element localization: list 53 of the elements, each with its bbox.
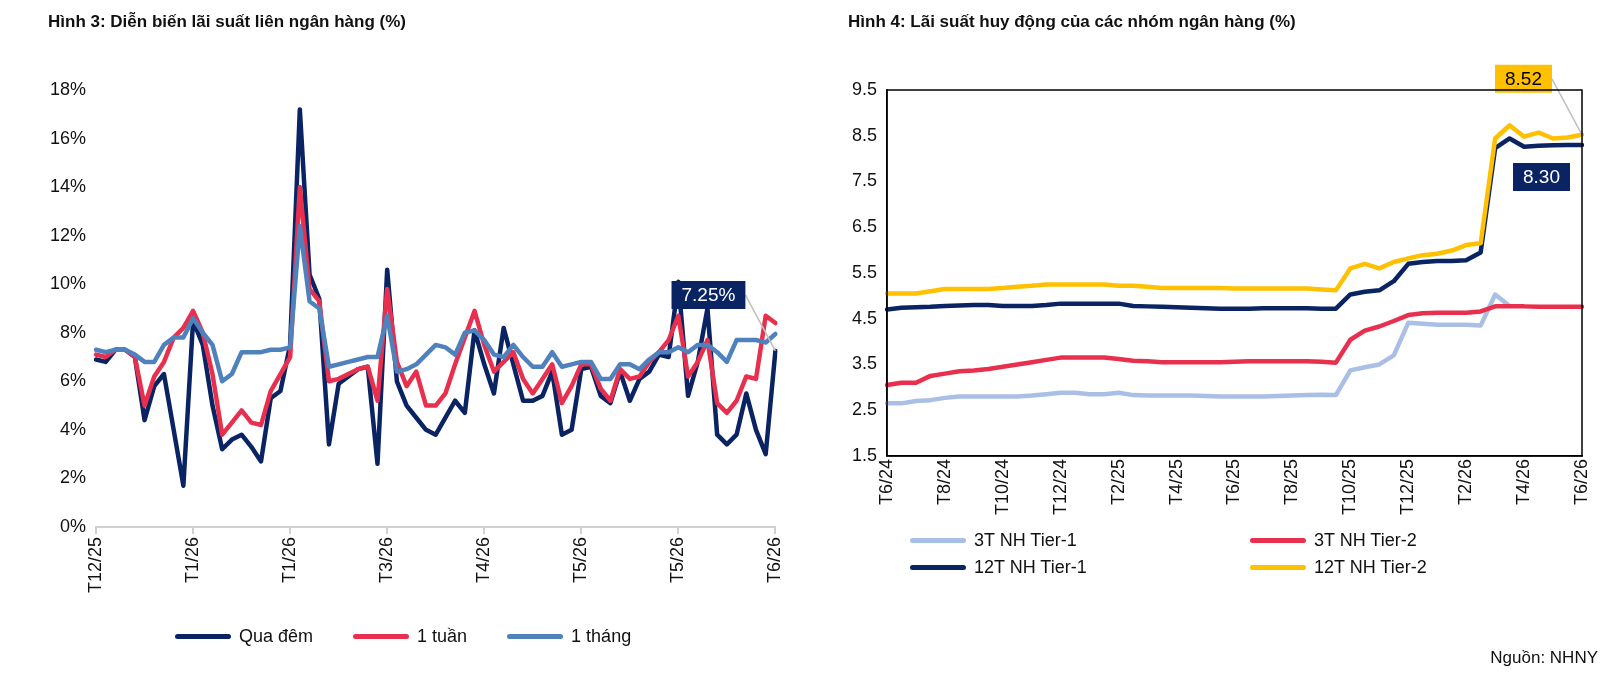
legend-label: 1 tuần bbox=[417, 626, 468, 647]
x-tick-label: T4/26 bbox=[473, 536, 494, 583]
y-tick-label: 14% bbox=[50, 176, 87, 197]
legend-label: 1 tháng bbox=[571, 626, 632, 647]
y-tick-label: 1.5 bbox=[851, 444, 878, 465]
data-label: 7.25% bbox=[681, 284, 736, 306]
x-tick-label: T12/24 bbox=[1049, 458, 1070, 516]
x-tick-label: T1/26 bbox=[182, 536, 203, 583]
y-tick-label: 4% bbox=[60, 418, 87, 439]
y-tick-label: 7.5 bbox=[851, 170, 878, 191]
x-tick-label: T4/25 bbox=[1165, 458, 1186, 505]
x-tick-label: T4/26 bbox=[1513, 458, 1534, 505]
y-tick-label: 4.5 bbox=[851, 307, 878, 328]
y-tick-label: 8.5 bbox=[851, 124, 878, 145]
text: Nguồn: NHNY bbox=[1490, 648, 1598, 668]
data-label: 8.30 bbox=[1523, 166, 1560, 188]
x-tick-label: T6/26 bbox=[1570, 458, 1591, 505]
x-tick-label: T10/25 bbox=[1339, 458, 1360, 516]
y-tick-label: 6.5 bbox=[851, 216, 878, 237]
y-tick-label: 5.5 bbox=[851, 261, 878, 282]
y-tick-label: 0% bbox=[60, 515, 87, 536]
y-tick-label: 2.5 bbox=[851, 399, 878, 420]
y-tick-label: 9.5 bbox=[851, 78, 878, 99]
y-tick-label: 16% bbox=[50, 127, 87, 148]
x-tick-label: T10/24 bbox=[991, 458, 1012, 516]
x-tick-label: T1/26 bbox=[279, 536, 300, 583]
x-tick-label: T12/25 bbox=[1397, 458, 1418, 516]
y-tick-label: 2% bbox=[60, 467, 87, 488]
y-tick-label: 12% bbox=[50, 224, 87, 245]
x-tick-label: T6/24 bbox=[875, 458, 896, 505]
y-tick-label: 18% bbox=[50, 78, 87, 99]
y-tick-label: 3.5 bbox=[851, 353, 878, 374]
legend-label: 3T NH Tier-1 bbox=[974, 530, 1077, 551]
legend-label: 3T NH Tier-2 bbox=[1314, 530, 1417, 551]
legend-label: 12T NH Tier-1 bbox=[974, 557, 1087, 578]
chart-title: Hình 4: Lãi suất huy động của các nhóm ngân hàng (%) bbox=[848, 12, 1296, 32]
x-tick-label: T6/26 bbox=[764, 536, 785, 583]
chart-title: Hình 3: Diễn biến lãi suất liên ngân hàng (%) bbox=[48, 12, 406, 32]
x-tick-label: T5/26 bbox=[667, 536, 688, 583]
y-tick-label: 8% bbox=[60, 321, 87, 342]
x-tick-label: T2/25 bbox=[1107, 458, 1128, 505]
x-tick-label: T12/25 bbox=[85, 536, 105, 594]
x-tick-label: T5/26 bbox=[570, 536, 591, 583]
legend-label: 12T NH Tier-2 bbox=[1314, 557, 1427, 578]
x-tick-label: T2/26 bbox=[1455, 458, 1476, 505]
x-tick-label: T8/24 bbox=[933, 458, 954, 505]
y-tick-label: 10% bbox=[50, 273, 87, 294]
y-tick-label: 6% bbox=[60, 370, 87, 391]
x-tick-label: T8/25 bbox=[1281, 458, 1302, 505]
data-label: 8.52 bbox=[1505, 68, 1542, 90]
x-tick-label: T6/25 bbox=[1223, 458, 1244, 505]
legend-label: Qua đêm bbox=[239, 626, 314, 647]
x-tick-label: T3/26 bbox=[376, 536, 397, 583]
